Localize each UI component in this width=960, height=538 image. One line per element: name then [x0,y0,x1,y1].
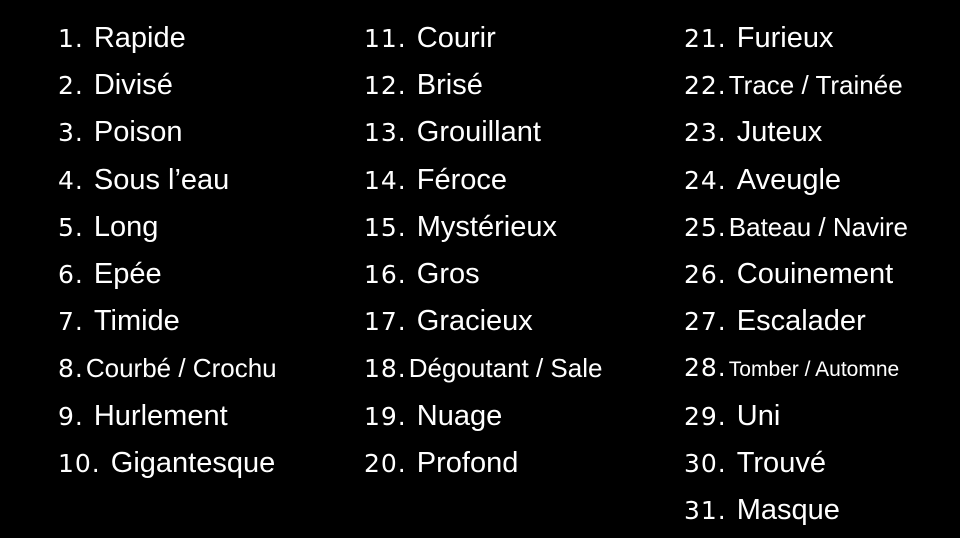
item-label: Furieux [736,22,834,54]
list-item: 10. Gigantesque [58,441,275,485]
list-item: 22.Trace / Trainée [684,63,903,107]
item-number: 4. [58,165,84,195]
list-item: 27. Escalader [684,299,866,343]
item-number: 13. [364,118,407,148]
item-number: 21. [684,24,727,53]
item-number: 22. [684,71,727,101]
item-number: 20. [364,448,407,478]
item-label: Aveugle [736,163,842,196]
item-label: Divisé [93,69,173,102]
item-label: Poison [93,116,183,149]
item-label: Epée [93,258,162,290]
list-item: 6. Epée [58,252,162,296]
item-number: 12. [364,71,407,101]
item-label: Rapide [93,22,186,54]
item-label: Brisé [416,69,483,102]
item-label: Courbé / Crochu [85,353,277,384]
item-label: Féroce [416,163,508,196]
item-number: 16. [364,260,407,289]
item-label: Mystérieux [416,210,557,243]
list-item: 4. Sous l’eau [58,158,229,202]
item-label: Trouvé [736,446,826,479]
list-item: 18.Dégoutant / Sale [364,346,602,390]
list-item: 26. Couinement [684,252,893,296]
item-number: 19. [364,401,407,431]
item-label: Hurlement [93,399,228,432]
item-label: Couinement [736,258,894,290]
list-item: 16. Gros [364,252,480,296]
item-number: 8. [58,354,84,384]
item-label: Timide [93,305,180,338]
item-label: Uni [736,399,781,432]
list-item: 7. Timide [58,299,180,343]
list-item: 30. Trouvé [684,441,826,485]
item-label: Profond [416,446,519,479]
item-number: 9. [58,401,84,431]
item-label: Dégoutant / Sale [408,353,603,384]
item-number: 29. [684,401,727,431]
item-label: Escalader [736,305,866,338]
item-number: 7. [58,307,84,337]
item-number: 28. [684,353,727,383]
item-label: Sous l’eau [93,163,230,196]
list-item: 3. Poison [58,110,183,154]
list-item: 5. Long [58,205,158,249]
list-item: 11. Courir [364,16,496,60]
item-number: 11. [364,24,407,53]
list-item: 14. Féroce [364,158,507,202]
list-item: 25.Bateau / Navire [684,205,908,249]
item-number: 3. [58,118,84,148]
item-number: 27. [684,307,727,337]
list-item: 31. Masque [684,488,840,532]
list-item: 15. Mystérieux [364,205,557,249]
item-number: 26. [684,260,727,289]
item-label: Grouillant [416,116,541,149]
item-number: 30. [684,448,727,478]
item-number: 31. [684,496,727,525]
item-label: Trace / Trainée [728,70,903,101]
list-item: 1. Rapide [58,16,186,60]
item-label: Nuage [416,399,503,432]
item-number: 1. [58,24,84,53]
item-number: 24. [684,165,727,195]
item-label: Long [93,210,159,243]
item-number: 2. [58,71,84,101]
item-number: 10. [58,448,101,478]
item-label: Courir [416,22,496,54]
item-label: Tomber / Automne [728,358,900,382]
list-item: 29. Uni [684,394,780,438]
item-number: 5. [58,212,84,242]
item-number: 17. [364,307,407,337]
list-item: 21. Furieux [684,16,833,60]
item-number: 18. [364,354,407,384]
item-number: 15. [364,212,407,242]
item-label: Bateau / Navire [728,211,908,242]
item-label: Juteux [736,116,823,149]
list-item: 23. Juteux [684,110,822,154]
item-label: Gracieux [416,305,533,338]
list-item: 2. Divisé [58,63,173,107]
item-number: 23. [684,118,727,148]
list-item: 17. Gracieux [364,299,533,343]
list-item: 13. Grouillant [364,110,541,154]
list-item: 28.Tomber / Automne [684,346,899,390]
item-label: Masque [736,494,840,526]
item-number: 6. [58,260,84,289]
item-number: 25. [684,212,727,242]
list-item: 20. Profond [364,441,518,485]
item-number: 14. [364,165,407,195]
item-label: Gigantesque [110,446,276,479]
item-label: Gros [416,258,480,290]
list-item: 8.Courbé / Crochu [58,346,277,390]
list-item: 24. Aveugle [684,158,841,202]
list-item: 19. Nuage [364,394,502,438]
list-item: 12. Brisé [364,63,483,107]
list-item: 9. Hurlement [58,394,228,438]
